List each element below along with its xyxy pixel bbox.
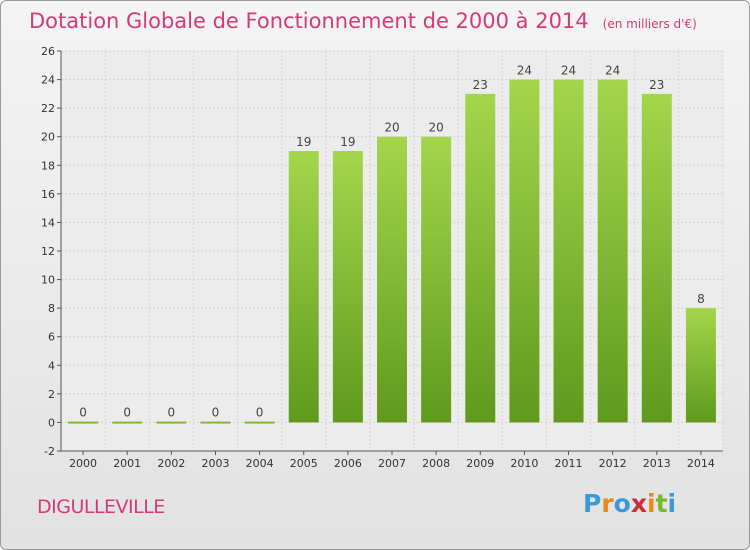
chart-title-text: Dotation Globale de Fonctionnement de 20… xyxy=(29,9,589,33)
value-label-2006: 19 xyxy=(340,135,355,149)
x-tick-label-2010: 2010 xyxy=(510,457,538,470)
x-tick-label-2011: 2011 xyxy=(555,457,583,470)
bar-2008 xyxy=(421,136,452,423)
value-label-2012: 24 xyxy=(605,64,620,78)
bar-2010 xyxy=(509,79,540,423)
y-tick-label: 6 xyxy=(48,331,55,344)
bar-2003 xyxy=(200,421,231,424)
bar-2001 xyxy=(112,421,143,424)
logo-letter: r xyxy=(601,489,614,518)
y-tick-label: 16 xyxy=(41,188,55,201)
x-tick-label-2000: 2000 xyxy=(69,457,97,470)
bars: 0 0 0 0 0 19 19 20 20 23 24 24 24 23 8 xyxy=(68,64,716,424)
bar-2007 xyxy=(377,136,407,423)
value-label-2010: 24 xyxy=(517,64,532,78)
bar-2000 xyxy=(68,421,99,424)
chart-unit: (en milliers d'€) xyxy=(602,17,697,31)
bar-2002 xyxy=(156,421,187,424)
x-tick-label-2014: 2014 xyxy=(687,457,715,470)
x-tick-label-2005: 2005 xyxy=(290,457,318,470)
chart-title: Dotation Globale de Fonctionnement de 20… xyxy=(29,9,697,33)
bar-2005 xyxy=(288,151,319,423)
bar-2012 xyxy=(597,79,628,423)
value-label-2000: 0 xyxy=(79,405,87,419)
logo-letter: o xyxy=(613,489,631,518)
y-tick-label: 12 xyxy=(41,245,55,258)
y-tick-label: 10 xyxy=(41,274,55,287)
y-tick-label: 24 xyxy=(41,74,55,87)
value-label-2002: 0 xyxy=(168,405,176,419)
y-tick-label: 26 xyxy=(41,45,55,58)
logo-letter: P xyxy=(583,489,602,518)
x-tick-label-2006: 2006 xyxy=(334,457,362,470)
x-tick-label-2007: 2007 xyxy=(378,457,406,470)
y-tick-label: -2 xyxy=(44,445,55,458)
y-tick-label: 2 xyxy=(48,388,55,401)
y-tick-label: 14 xyxy=(41,216,55,229)
bar-2014 xyxy=(685,308,716,423)
x-tick-label-2013: 2013 xyxy=(643,457,671,470)
x-tick-label-2003: 2003 xyxy=(201,457,229,470)
y-tick-label: 20 xyxy=(41,131,55,144)
logo-letter: t xyxy=(655,489,668,518)
y-tick-label: 18 xyxy=(41,159,55,172)
bar-2004 xyxy=(244,421,275,424)
y-tick-label: 8 xyxy=(48,302,55,315)
bar-2011 xyxy=(553,79,584,423)
value-label-2013: 23 xyxy=(649,78,664,92)
y-tick-label: 22 xyxy=(41,102,55,115)
value-label-2003: 0 xyxy=(212,405,220,419)
logo-letter: x xyxy=(630,489,647,518)
x-tick-label-2004: 2004 xyxy=(246,457,274,470)
x-tick-label-2012: 2012 xyxy=(599,457,627,470)
value-label-2007: 20 xyxy=(384,121,399,135)
x-tick-label-2009: 2009 xyxy=(466,457,494,470)
value-label-2005: 19 xyxy=(296,135,311,149)
y-tick-label: 0 xyxy=(48,416,55,429)
x-tick-label-2001: 2001 xyxy=(113,457,141,470)
logo-letter: i xyxy=(647,489,656,518)
value-label-2001: 0 xyxy=(123,405,131,419)
value-label-2014: 8 xyxy=(697,292,705,306)
value-label-2011: 24 xyxy=(561,64,576,78)
value-label-2004: 0 xyxy=(256,405,264,419)
commune-name: DIGULLEVILLE xyxy=(37,496,165,518)
x-tick-label-2002: 2002 xyxy=(157,457,185,470)
value-label-2009: 23 xyxy=(473,78,488,92)
logo-letter: i xyxy=(667,489,677,518)
y-tick-label: 4 xyxy=(48,359,55,372)
bar-2013 xyxy=(641,93,672,423)
bar-2009 xyxy=(465,93,496,423)
value-label-2008: 20 xyxy=(428,121,443,135)
bar-2006 xyxy=(332,151,363,423)
proxiti-logo: Proxiti xyxy=(583,489,676,518)
x-tick-label-2008: 2008 xyxy=(422,457,450,470)
